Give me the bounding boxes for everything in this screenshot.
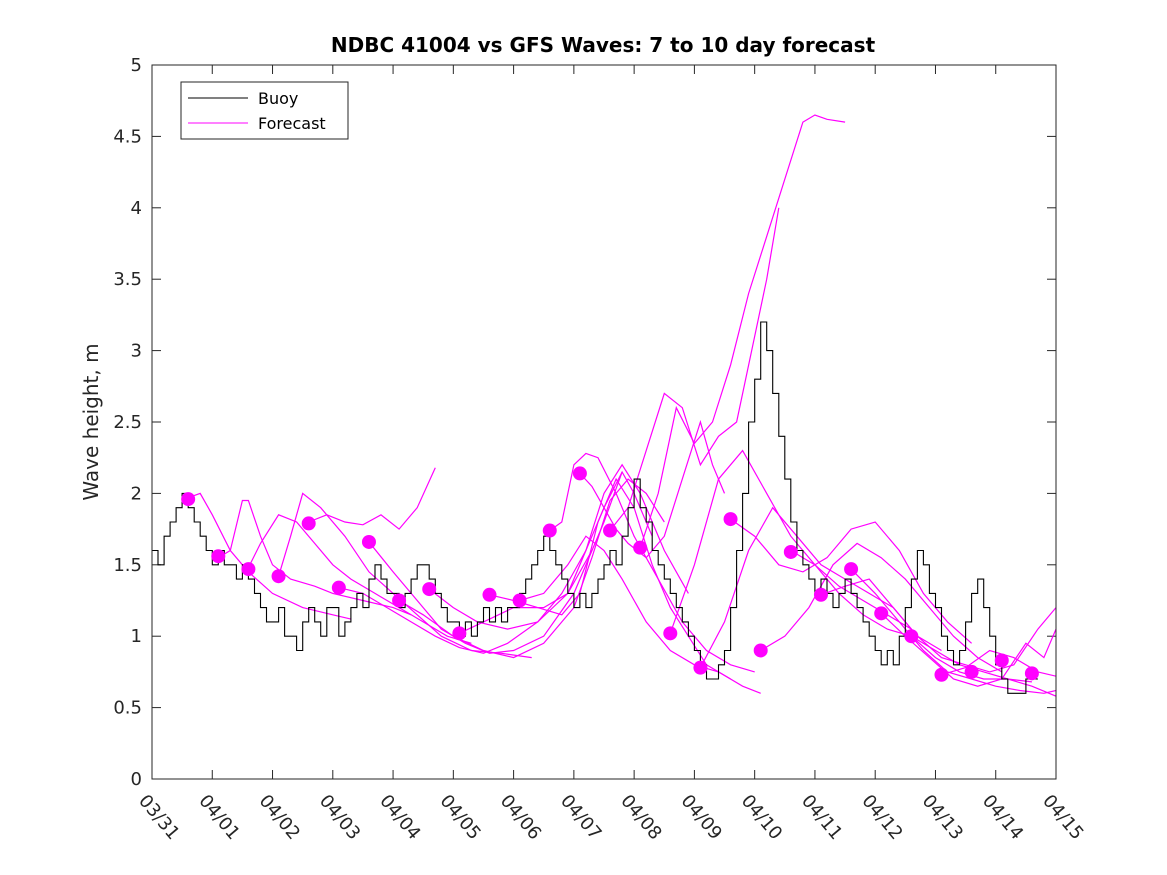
legend: Buoy Forecast xyxy=(180,81,349,140)
forecast-marker xyxy=(633,540,648,555)
forecast-marker xyxy=(271,569,286,584)
forecast-marker xyxy=(181,492,196,507)
forecast-markers xyxy=(181,466,1039,682)
forecast-marker xyxy=(211,549,226,564)
forecast-marker xyxy=(783,544,798,559)
forecast-line xyxy=(730,518,972,644)
chart-title: NDBC 41004 vs GFS Waves: 7 to 10 day for… xyxy=(331,33,876,57)
forecast-marker xyxy=(844,562,859,577)
forecast-line xyxy=(338,550,593,654)
forecast-line xyxy=(669,449,912,634)
forecast-line xyxy=(820,578,1056,673)
y-tick-label: 4 xyxy=(131,198,142,219)
forecast-line xyxy=(549,452,755,673)
forecast-marker xyxy=(693,660,708,675)
forecast-marker xyxy=(482,587,497,602)
y-tick-label: 1.5 xyxy=(113,555,142,576)
y-tick-label: 1 xyxy=(131,626,142,647)
y-tick-label: 3.5 xyxy=(113,269,142,290)
axes-box xyxy=(151,64,1057,780)
forecast-marker xyxy=(723,512,738,527)
y-tick-label: 5 xyxy=(131,55,142,76)
forecast-line xyxy=(308,467,436,530)
forecast-marker xyxy=(331,580,346,595)
buoy-line xyxy=(152,321,1038,694)
plot-area xyxy=(152,65,1056,779)
forecast-marker xyxy=(1024,666,1039,681)
forecast-marker xyxy=(994,653,1009,668)
forecast-marker xyxy=(663,626,678,641)
forecast-line xyxy=(880,612,1056,687)
forecast-line xyxy=(911,635,1056,697)
forecast-marker xyxy=(452,626,467,641)
forecast-marker xyxy=(542,523,557,538)
y-tick-label: 3 xyxy=(131,341,142,362)
forecast-marker xyxy=(904,629,919,644)
forecast-marker xyxy=(603,523,618,538)
forecast-marker xyxy=(753,643,768,658)
forecast-line xyxy=(398,478,665,659)
forecast-marker xyxy=(512,593,527,608)
forecast-marker xyxy=(572,466,587,481)
forecast-line xyxy=(760,542,1003,673)
forecast-line xyxy=(278,492,532,659)
y-tick-label: 0 xyxy=(131,769,142,790)
forecast-line xyxy=(368,471,623,654)
forecast-marker xyxy=(241,562,256,577)
y-tick-label: 0.5 xyxy=(113,698,142,719)
forecast-line xyxy=(519,535,761,694)
y-axis-ticks: 0 0.5 1 1.5 2 2.5 3 3.5 4 4.5 5 xyxy=(113,55,1056,790)
forecast-marker xyxy=(874,606,889,621)
forecast-line xyxy=(609,207,780,531)
legend-box xyxy=(180,81,349,140)
forecast-marker xyxy=(934,667,949,682)
forecast-marker xyxy=(392,593,407,608)
forecast-line xyxy=(850,568,1056,694)
forecast-marker xyxy=(301,516,316,531)
forecast-marker xyxy=(813,587,828,602)
forecast-marker xyxy=(361,534,376,549)
y-axis-label: Wave height, m xyxy=(79,343,103,500)
forecast-line xyxy=(579,419,726,559)
y-tick-label: 4.5 xyxy=(113,126,142,147)
legend-forecast-label: Forecast xyxy=(258,114,326,133)
forecast-line xyxy=(639,114,846,548)
forecast-marker xyxy=(422,582,437,597)
legend-buoy-label: Buoy xyxy=(258,89,298,108)
forecast-line xyxy=(459,463,689,634)
y-tick-label: 2.5 xyxy=(113,412,142,433)
forecast-line xyxy=(428,470,653,630)
y-tick-label: 2 xyxy=(131,483,142,504)
forecast-marker xyxy=(964,664,979,679)
